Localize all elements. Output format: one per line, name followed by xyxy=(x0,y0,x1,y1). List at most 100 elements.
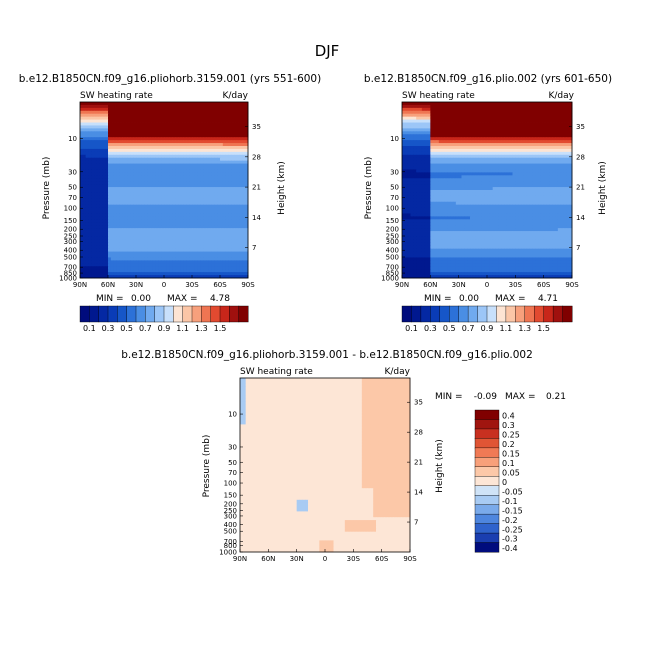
field-cell xyxy=(566,134,570,138)
field-cell xyxy=(441,104,445,109)
field-cell xyxy=(214,275,218,279)
field-cell xyxy=(80,219,84,223)
field-cell xyxy=(110,187,114,191)
field-cell xyxy=(540,148,545,153)
field-cell xyxy=(166,134,170,138)
field-cell xyxy=(172,113,176,118)
field-cell xyxy=(110,275,114,279)
field-cell xyxy=(509,146,513,150)
field-cell xyxy=(200,269,204,273)
field-cell xyxy=(144,104,148,109)
field-cell xyxy=(136,210,140,214)
field-cell xyxy=(433,107,437,112)
field-cell xyxy=(183,219,187,223)
field-cell xyxy=(430,146,434,150)
field-cell xyxy=(228,157,232,162)
field-cell xyxy=(484,119,488,123)
field-cell xyxy=(523,143,528,147)
field-cell xyxy=(82,269,86,273)
field-cell xyxy=(136,192,140,197)
field-cell xyxy=(197,204,201,208)
field-cell xyxy=(94,272,98,276)
field-cell xyxy=(178,216,182,220)
field-cell xyxy=(211,231,215,235)
field-cell xyxy=(180,266,184,270)
field-cell xyxy=(222,140,226,144)
field-cell xyxy=(470,146,474,150)
field-cell xyxy=(200,184,204,188)
field-cell xyxy=(82,225,86,229)
field-cell xyxy=(487,146,491,150)
field-cell xyxy=(208,207,212,211)
field-cell xyxy=(217,257,221,261)
field-cell xyxy=(161,148,165,153)
field-cell xyxy=(239,201,243,206)
field-cell xyxy=(166,163,170,167)
field-cell xyxy=(475,148,479,153)
field-cell xyxy=(566,110,570,115)
field-cell xyxy=(85,204,89,208)
field-cell xyxy=(122,125,126,129)
field-cell xyxy=(444,154,448,159)
field-cell xyxy=(102,213,106,217)
field-cell xyxy=(416,151,420,156)
field-cell xyxy=(228,166,232,170)
field-cell xyxy=(470,160,474,164)
field-cell xyxy=(487,131,491,135)
field-cell xyxy=(521,125,525,129)
field-cell xyxy=(450,107,454,112)
field-cell xyxy=(158,102,162,106)
field-cell xyxy=(239,204,243,208)
field-cell xyxy=(186,213,190,217)
field-cell xyxy=(192,107,196,112)
field-cell xyxy=(234,231,238,235)
field-cell xyxy=(192,251,196,255)
field-cell xyxy=(410,122,414,126)
field-cell xyxy=(509,148,513,153)
field-cell xyxy=(80,254,84,258)
field-cell xyxy=(231,190,235,194)
field-cell xyxy=(501,148,505,153)
field-cell xyxy=(540,113,545,118)
field-cell xyxy=(512,122,516,126)
field-cell xyxy=(183,248,187,252)
field-cell xyxy=(217,216,221,220)
field-cell xyxy=(203,116,207,120)
field-cell xyxy=(532,113,536,118)
field-cell xyxy=(489,140,494,144)
field-cell xyxy=(158,257,162,261)
field-cell xyxy=(164,236,168,241)
field-cell xyxy=(515,157,519,162)
field-cell xyxy=(172,128,176,132)
field-cell xyxy=(172,102,176,106)
field-cell xyxy=(85,187,89,191)
field-cell xyxy=(96,231,100,235)
field-cell xyxy=(169,225,173,229)
field-cell xyxy=(203,131,207,135)
field-cell xyxy=(245,228,249,232)
field-cell xyxy=(91,157,95,162)
field-cell xyxy=(234,169,238,173)
colorbar-swatch xyxy=(117,305,128,323)
field-cell xyxy=(214,157,218,162)
field-cell xyxy=(150,195,154,200)
field-cell xyxy=(85,195,89,200)
field-cell xyxy=(447,110,451,115)
field-cell xyxy=(172,219,176,223)
field-cell xyxy=(155,134,159,138)
field-cell xyxy=(96,266,100,270)
field-cell xyxy=(161,239,165,244)
field-cell xyxy=(189,236,193,241)
field-cell xyxy=(203,242,207,247)
field-cell xyxy=(200,178,204,182)
field-cell xyxy=(110,119,114,123)
field-cell xyxy=(141,275,145,279)
field-cell xyxy=(94,204,98,208)
field-cell xyxy=(467,163,471,167)
field-cell xyxy=(150,154,154,159)
field-cell xyxy=(80,175,84,179)
field-cell xyxy=(158,148,162,153)
field-cell xyxy=(208,160,212,164)
field-cell xyxy=(217,242,221,247)
field-cell xyxy=(178,166,182,170)
